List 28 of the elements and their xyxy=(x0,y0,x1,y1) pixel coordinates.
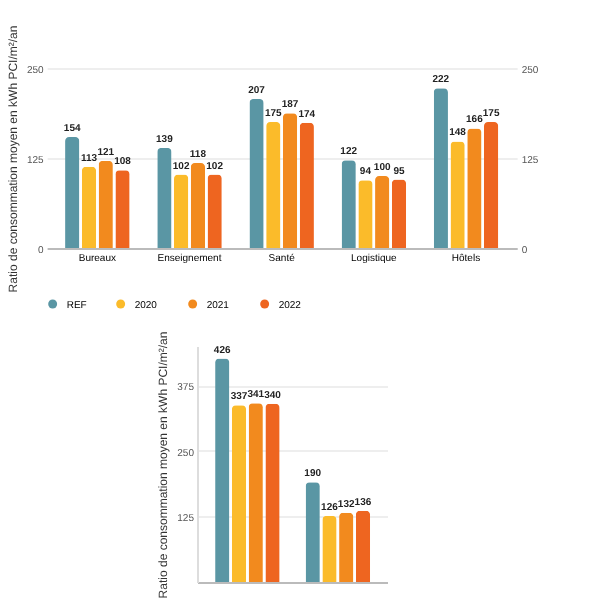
bar xyxy=(391,179,407,248)
bar xyxy=(174,174,189,248)
bar xyxy=(375,176,390,248)
bar xyxy=(450,141,465,248)
bar xyxy=(207,174,222,248)
bar xyxy=(322,515,337,582)
bar xyxy=(265,403,280,582)
bar xyxy=(231,405,247,582)
bar xyxy=(305,482,320,582)
bar xyxy=(248,403,263,582)
bar xyxy=(215,358,230,582)
bar xyxy=(282,113,298,248)
bar xyxy=(266,122,281,248)
bar xyxy=(115,170,130,248)
bar xyxy=(483,122,499,248)
bar xyxy=(341,160,356,248)
bar xyxy=(467,128,482,248)
bar xyxy=(299,122,314,248)
bar xyxy=(355,510,371,582)
bar xyxy=(81,166,97,248)
bar xyxy=(358,180,373,248)
bar xyxy=(157,147,172,248)
bar xyxy=(98,160,113,248)
bar xyxy=(65,137,80,248)
bar xyxy=(249,98,264,248)
bar xyxy=(190,163,205,248)
bar xyxy=(433,88,448,248)
bar xyxy=(339,512,354,582)
